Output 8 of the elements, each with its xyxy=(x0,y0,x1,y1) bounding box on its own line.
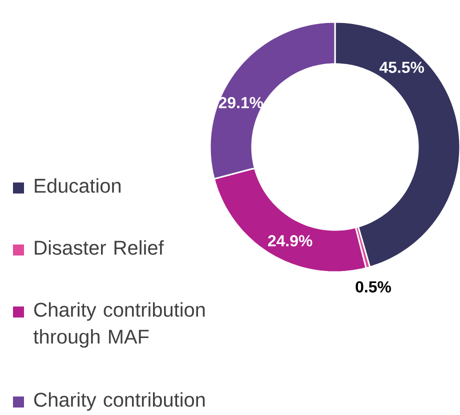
legend-label: Charity contribution xyxy=(34,392,205,411)
legend-label: Charity contribution through MAF xyxy=(34,302,205,348)
data-label: 29.1% xyxy=(218,97,264,108)
legend-label: Education xyxy=(34,178,121,193)
data-label: 45.5% xyxy=(379,62,424,73)
data-label: 0.5% xyxy=(356,281,392,293)
data-label: 24.9% xyxy=(268,235,312,246)
legend-label: Disaster Relief xyxy=(34,240,164,255)
